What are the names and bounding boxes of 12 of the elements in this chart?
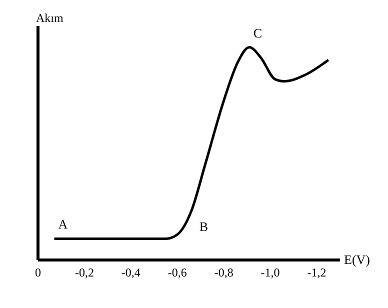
x-tick-label: -0,6 [168, 266, 187, 280]
x-tick-label: 0 [35, 266, 41, 280]
x-tick-label: -1,0 [260, 266, 280, 280]
x-tick-label: -1,2 [307, 266, 326, 280]
y-axis-title: Akım [36, 11, 64, 25]
annotation: C [253, 25, 262, 40]
annotation: A [58, 216, 68, 232]
annotation: B [199, 219, 208, 234]
x-tick-label: -0,4 [121, 266, 140, 280]
x-tick-label: -0,8 [214, 266, 234, 280]
x-axis-title: E(V) [344, 252, 370, 267]
x-tick-label: -0,2 [74, 266, 94, 280]
